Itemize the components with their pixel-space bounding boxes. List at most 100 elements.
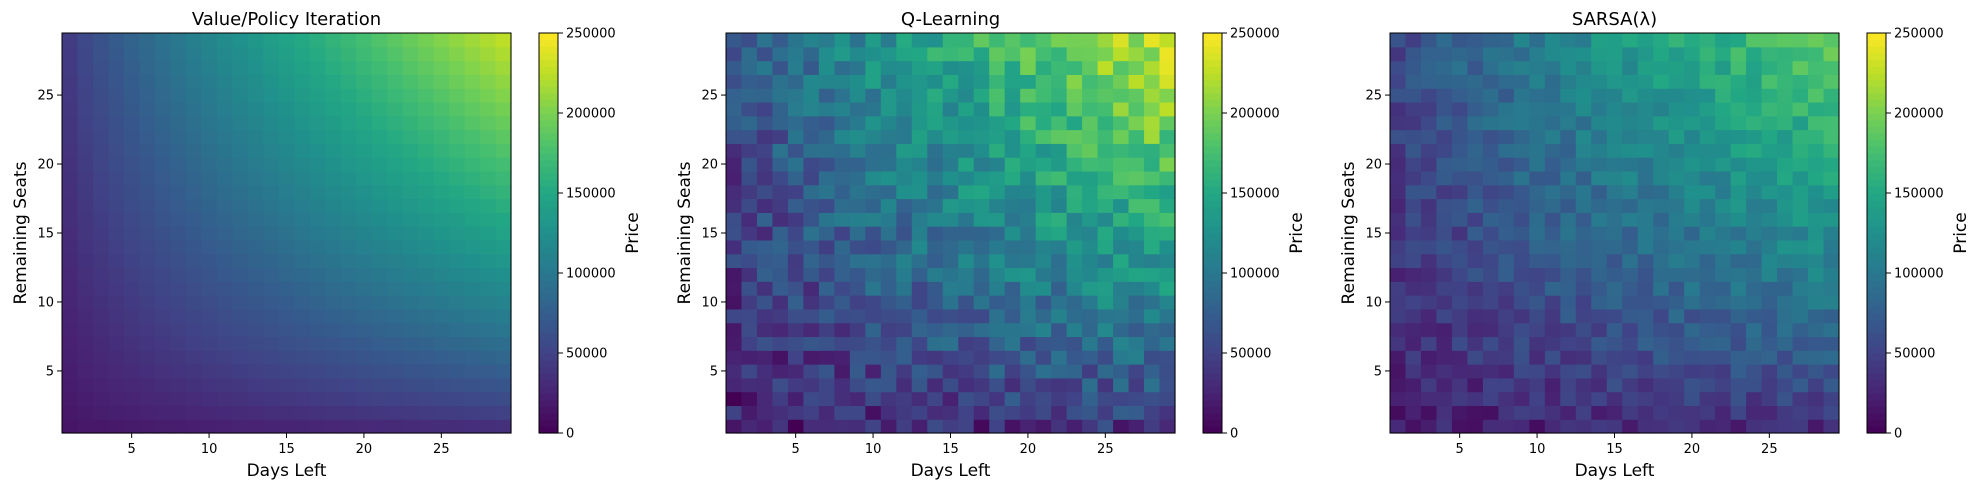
heatmap-cell — [139, 101, 156, 117]
heatmap-cell — [1761, 267, 1778, 282]
heatmap-cell — [726, 336, 743, 351]
heatmap-cell — [865, 129, 882, 144]
heatmap-cell — [325, 198, 342, 213]
heatmap-cell — [803, 212, 820, 227]
heatmap-cell — [1128, 129, 1145, 144]
heatmap-cell — [216, 101, 233, 117]
heatmap-cell — [185, 212, 202, 227]
heatmap-cell — [340, 198, 357, 213]
heatmap-cell — [1699, 143, 1716, 158]
heatmap-cell — [787, 253, 805, 269]
heatmap-cell — [1637, 101, 1654, 117]
heatmap-cell — [741, 60, 758, 75]
heatmap-cell — [123, 170, 141, 186]
heatmap-cell — [356, 377, 373, 393]
colorbar-segment — [1867, 173, 1886, 181]
heatmap-cell — [989, 157, 1006, 172]
heatmap-cell — [942, 267, 959, 282]
heatmap-cell — [418, 60, 435, 75]
heatmap-cell — [108, 322, 125, 338]
heatmap-cell — [92, 33, 110, 48]
heatmap-cell — [480, 143, 497, 158]
y-tick-label: 20 — [37, 158, 54, 173]
heatmap-cell — [1653, 33, 1670, 48]
heatmap-cell — [1715, 253, 1732, 269]
heatmap-cell — [108, 157, 125, 172]
heatmap-cell — [1113, 267, 1130, 282]
heatmap-cell — [1020, 74, 1037, 89]
heatmap-cell — [1575, 74, 1592, 89]
heatmap-cell — [1436, 405, 1453, 420]
colorbar-segment — [1203, 366, 1222, 374]
heatmap-cell — [1684, 253, 1701, 269]
heatmap-cell — [464, 88, 481, 103]
heatmap-cell — [1777, 350, 1794, 365]
heatmap-cell — [480, 308, 497, 324]
heatmap-cell — [989, 212, 1006, 227]
heatmap-cell — [449, 212, 466, 227]
heatmap-cell — [1513, 33, 1530, 48]
heatmap-cell — [216, 267, 233, 282]
heatmap-cell — [185, 115, 202, 131]
heatmap-cell — [911, 157, 928, 172]
heatmap-cell — [356, 143, 373, 158]
heatmap-cell — [772, 226, 789, 241]
heatmap-cell — [402, 198, 419, 213]
heatmap-cell — [911, 350, 928, 365]
heatmap-cell — [480, 295, 497, 310]
heatmap-cell — [1746, 295, 1763, 310]
heatmap-cell — [139, 170, 156, 186]
heatmap-cell — [1560, 33, 1577, 48]
heatmap-cell — [402, 419, 419, 434]
heatmap-cell — [123, 129, 141, 144]
heatmap-cell — [1761, 74, 1778, 89]
heatmap-cell — [1390, 212, 1407, 227]
heatmap-cell — [1498, 170, 1515, 186]
heatmap-cell — [927, 60, 944, 75]
heatmap-cell — [911, 88, 928, 103]
heatmap-cell — [1082, 377, 1099, 393]
heatmap-cell — [1823, 391, 1840, 407]
heatmap-cell — [989, 336, 1006, 351]
heatmap-cell — [1544, 88, 1561, 103]
heatmap-cell — [108, 74, 125, 89]
heatmap-cell — [1436, 226, 1453, 241]
heatmap-cell — [849, 170, 866, 186]
heatmap-cell — [247, 239, 264, 255]
colorbar-segment — [539, 166, 558, 174]
heatmap-cell — [1529, 101, 1546, 117]
heatmap-cell — [480, 391, 497, 407]
heatmap-cell — [849, 281, 866, 296]
x-tick-label: 10 — [201, 442, 218, 457]
heatmap-cell — [1560, 295, 1577, 310]
heatmap-cell — [1777, 60, 1794, 75]
heatmap-cell — [880, 377, 897, 393]
heatmap-cell — [741, 391, 758, 407]
heatmap-cell — [818, 46, 835, 62]
heatmap-cell — [911, 101, 928, 117]
colorbar-segment — [1203, 333, 1222, 341]
heatmap-cell — [1051, 377, 1068, 393]
heatmap-cell — [1482, 129, 1499, 144]
heatmap-cell — [247, 184, 264, 200]
colorbar-segment — [1867, 406, 1886, 414]
heatmap-cell — [1498, 129, 1515, 144]
colorbar-segment — [1867, 306, 1886, 314]
heatmap-cell — [865, 336, 882, 351]
heatmap-cell — [77, 46, 94, 62]
heatmap-cell — [1684, 46, 1701, 62]
colorbar-segment — [1203, 233, 1222, 241]
heatmap-cell — [1390, 267, 1407, 282]
heatmap-cell — [139, 115, 156, 131]
heatmap-cell — [1591, 212, 1608, 227]
heatmap-cell — [495, 267, 512, 282]
heatmap-cell — [1405, 405, 1422, 420]
heatmap-cell — [1746, 364, 1763, 379]
heatmap-cell — [1035, 226, 1052, 241]
heatmap-cell — [1128, 253, 1145, 269]
heatmap-cell — [62, 391, 79, 407]
heatmap-cell — [371, 419, 388, 434]
heatmap-cell — [880, 253, 897, 269]
colorbar-segment — [539, 373, 558, 381]
colorbar-segment — [1203, 139, 1222, 147]
